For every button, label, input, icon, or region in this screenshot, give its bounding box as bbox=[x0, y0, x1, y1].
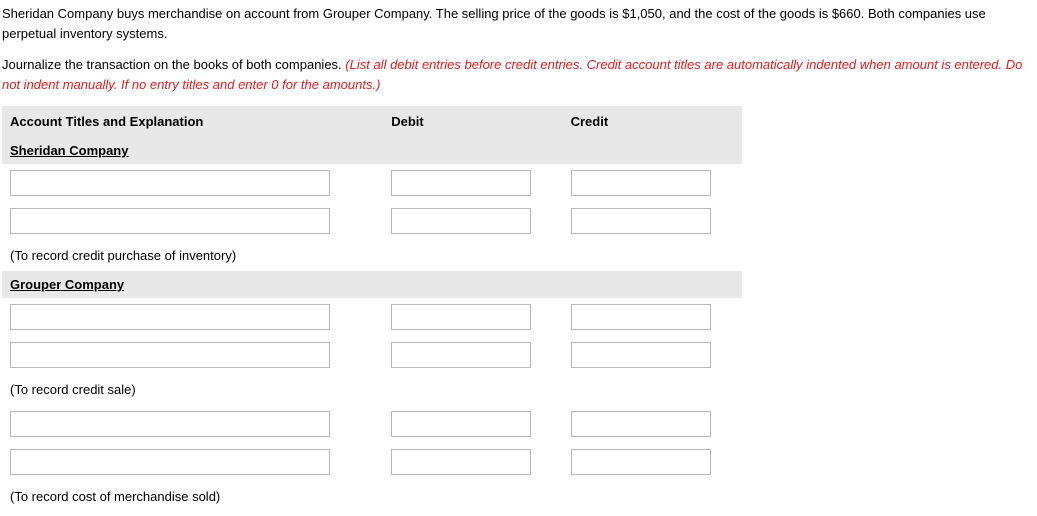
caption2-row: (To record credit sale) bbox=[2, 374, 742, 405]
account-input[interactable] bbox=[10, 411, 330, 437]
caption1: (To record credit purchase of inventory) bbox=[2, 240, 383, 271]
journal-table: Account Titles and Explanation Debit Cre… bbox=[2, 106, 742, 512]
credit-input[interactable] bbox=[571, 208, 711, 234]
debit-input[interactable] bbox=[391, 449, 531, 475]
credit-input[interactable] bbox=[571, 342, 711, 368]
debit-input[interactable] bbox=[391, 304, 531, 330]
account-input[interactable] bbox=[10, 170, 330, 196]
table-row bbox=[2, 336, 742, 374]
instruction-line: Journalize the transaction on the books … bbox=[2, 55, 1035, 94]
caption1-row: (To record credit purchase of inventory) bbox=[2, 240, 742, 271]
debit-input[interactable] bbox=[391, 208, 531, 234]
caption3: (To record cost of merchandise sold) bbox=[2, 481, 383, 512]
credit-input[interactable] bbox=[571, 304, 711, 330]
table-row bbox=[2, 443, 742, 481]
table-row bbox=[2, 405, 742, 443]
table-header-row: Account Titles and Explanation Debit Cre… bbox=[2, 106, 742, 137]
credit-input[interactable] bbox=[571, 170, 711, 196]
account-input[interactable] bbox=[10, 449, 330, 475]
problem-intro: Sheridan Company buys merchandise on acc… bbox=[2, 4, 1035, 43]
account-input[interactable] bbox=[10, 208, 330, 234]
header-debit: Debit bbox=[383, 106, 562, 137]
debit-input[interactable] bbox=[391, 342, 531, 368]
credit-input[interactable] bbox=[571, 449, 711, 475]
caption2: (To record credit sale) bbox=[2, 374, 383, 405]
company2-label: Grouper Company bbox=[10, 277, 124, 292]
company1-label: Sheridan Company bbox=[10, 143, 128, 158]
credit-input[interactable] bbox=[571, 411, 711, 437]
header-credit: Credit bbox=[563, 106, 742, 137]
table-row bbox=[2, 202, 742, 240]
company2-row: Grouper Company bbox=[2, 271, 742, 298]
account-input[interactable] bbox=[10, 304, 330, 330]
instruction-lead: Journalize the transaction on the books … bbox=[2, 57, 345, 72]
header-account: Account Titles and Explanation bbox=[2, 106, 383, 137]
caption3-row: (To record cost of merchandise sold) bbox=[2, 481, 742, 512]
table-row bbox=[2, 298, 742, 336]
debit-input[interactable] bbox=[391, 170, 531, 196]
table-row bbox=[2, 164, 742, 202]
debit-input[interactable] bbox=[391, 411, 531, 437]
account-input[interactable] bbox=[10, 342, 330, 368]
company1-row: Sheridan Company bbox=[2, 137, 742, 164]
